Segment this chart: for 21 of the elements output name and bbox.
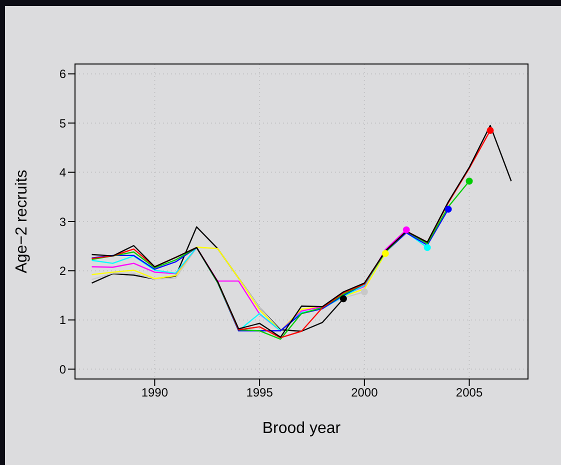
point [382,250,389,257]
point [360,288,368,296]
point [486,126,494,134]
point [424,244,431,252]
y-tick-label: 6 [59,67,66,82]
point [466,178,473,185]
y-tick-label: 3 [59,214,66,229]
x-tick-label: 1990 [141,386,168,400]
x-tick-label: 2005 [456,386,483,400]
point [402,226,410,234]
y-tick-label: 5 [59,116,66,130]
y-tick-label: 0 [59,362,66,376]
x-tick-label: 1995 [246,386,274,400]
y-tick-label: 4 [59,166,66,180]
x-axis-title: Brood year [262,420,342,437]
point [340,295,347,302]
y-axis-title: Age−2 recruits [14,170,31,274]
x-tick-label: 2000 [351,386,378,400]
point [444,206,452,213]
y-tick-label: 2 [59,264,66,278]
y-tick-label: 1 [59,313,66,328]
